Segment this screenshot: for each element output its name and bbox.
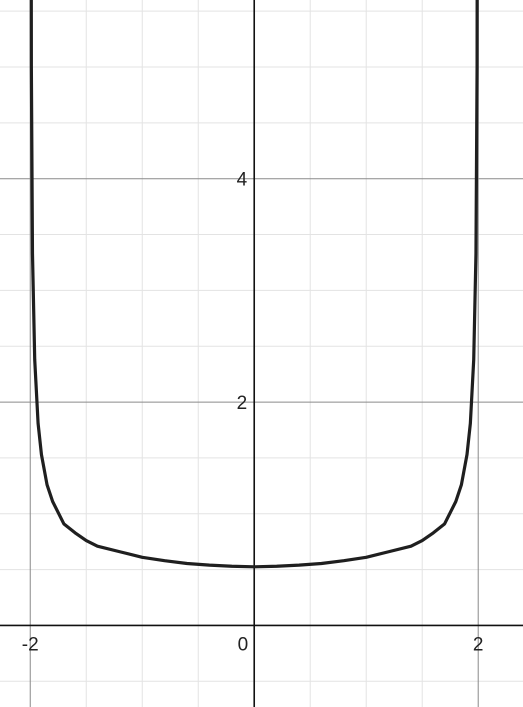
y-tick-label: 2 — [237, 393, 248, 414]
x-tick-label: 2 — [473, 634, 484, 655]
curves — [29, 0, 479, 569]
x-tick-label: 0 — [238, 634, 249, 655]
tick-labels: -2 0 2 2 4 — [22, 170, 484, 656]
x-tick-label: -2 — [22, 634, 39, 655]
y-tick-label: 4 — [237, 170, 248, 191]
series-curve — [29, 0, 479, 569]
